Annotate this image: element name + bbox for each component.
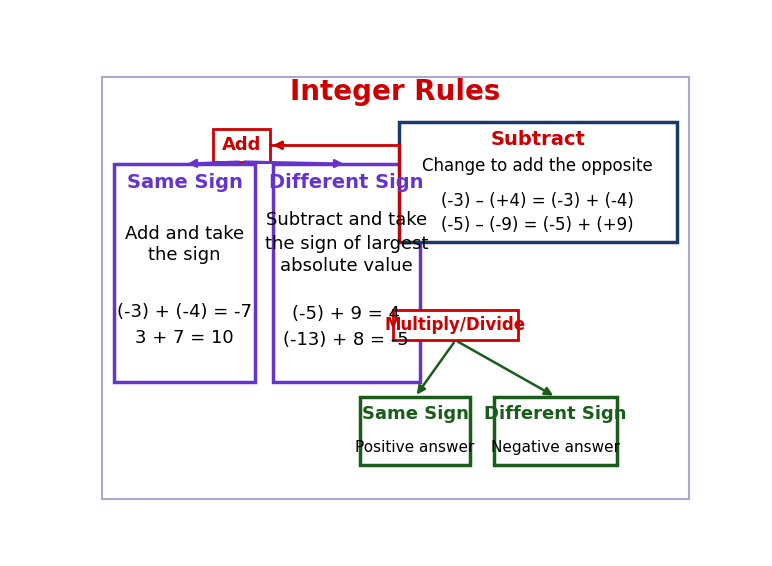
Text: Change to add the opposite: Change to add the opposite bbox=[422, 157, 653, 175]
FancyBboxPatch shape bbox=[398, 122, 677, 242]
Text: Subtract and take: Subtract and take bbox=[266, 212, 427, 229]
FancyBboxPatch shape bbox=[494, 397, 617, 465]
Text: absolute value: absolute value bbox=[280, 257, 413, 275]
FancyBboxPatch shape bbox=[393, 310, 518, 340]
FancyBboxPatch shape bbox=[213, 129, 270, 162]
Text: Multiply/Divide: Multiply/Divide bbox=[385, 316, 526, 334]
Text: (-5) – (-9) = (-5) + (+9): (-5) – (-9) = (-5) + (+9) bbox=[442, 216, 634, 234]
Text: Add and take: Add and take bbox=[125, 225, 244, 243]
Text: the sign of largest: the sign of largest bbox=[265, 235, 428, 254]
Text: Different Sign: Different Sign bbox=[269, 173, 424, 192]
Text: Subtract: Subtract bbox=[490, 130, 585, 149]
Text: the sign: the sign bbox=[148, 246, 221, 264]
Text: Add: Add bbox=[222, 136, 261, 155]
Text: (-3) + (-4) = -7: (-3) + (-4) = -7 bbox=[117, 303, 252, 321]
Text: Negative answer: Negative answer bbox=[491, 440, 620, 456]
FancyBboxPatch shape bbox=[273, 164, 420, 381]
Text: Same Sign: Same Sign bbox=[361, 405, 469, 423]
Text: 3 + 7 = 10: 3 + 7 = 10 bbox=[135, 329, 234, 347]
Text: Integer Rules: Integer Rules bbox=[290, 78, 501, 106]
Text: Same Sign: Same Sign bbox=[127, 173, 242, 192]
Text: (-13) + 8 = -5: (-13) + 8 = -5 bbox=[283, 331, 409, 349]
FancyBboxPatch shape bbox=[360, 397, 470, 465]
Text: (-5) + 9 = 4: (-5) + 9 = 4 bbox=[293, 305, 401, 323]
Text: (-3) – (+4) = (-3) + (-4): (-3) – (+4) = (-3) + (-4) bbox=[442, 192, 634, 210]
FancyBboxPatch shape bbox=[114, 164, 255, 381]
Text: Different Sign: Different Sign bbox=[485, 405, 627, 423]
Text: Positive answer: Positive answer bbox=[355, 440, 475, 456]
